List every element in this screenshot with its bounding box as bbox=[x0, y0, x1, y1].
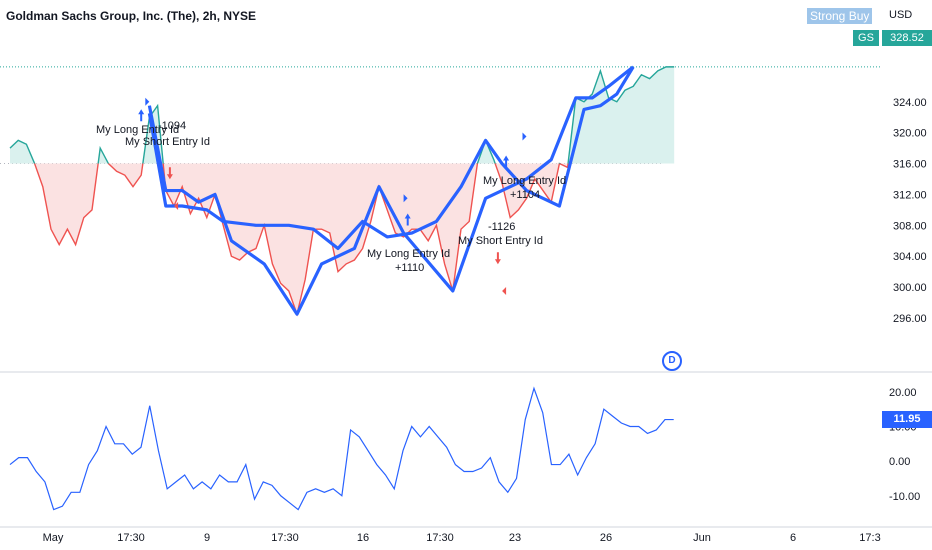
time-axis-tick: 6 bbox=[790, 532, 796, 544]
signal-triangle bbox=[502, 286, 507, 295]
zigzag-inner bbox=[147, 66, 635, 251]
time-axis-tick: 23 bbox=[509, 532, 521, 544]
currency-label: USD bbox=[889, 9, 913, 21]
long-entry-arrow bbox=[503, 155, 510, 168]
price-area-below bbox=[34, 163, 569, 315]
time-axis-tick: 26 bbox=[600, 532, 612, 544]
ticker-tag: GS bbox=[853, 30, 879, 46]
price-axis-tick: 316.00 bbox=[893, 159, 927, 171]
oscillator-line bbox=[9, 386, 674, 511]
time-axis-tick: 17:30 bbox=[271, 532, 299, 544]
oscillator-axis-tick: 20.00 bbox=[889, 387, 917, 399]
signal-triangle bbox=[403, 194, 408, 203]
time-axis-tick: 9 bbox=[204, 532, 210, 544]
oscillator-value-tag: 11.95 bbox=[882, 411, 932, 428]
price-axis-tick: 324.00 bbox=[893, 97, 927, 109]
signal-triangle bbox=[145, 97, 150, 106]
annotation-label: -1094 bbox=[158, 120, 186, 132]
price-area-above bbox=[10, 66, 675, 164]
signal-triangle bbox=[174, 202, 179, 211]
price-axis-tick: 308.00 bbox=[893, 220, 927, 232]
annotation-label: My Short Entry Id bbox=[125, 136, 210, 148]
time-axis-tick: Jun bbox=[693, 532, 711, 544]
price-axis-tick: 304.00 bbox=[893, 251, 927, 263]
time-axis-tick: 17:30 bbox=[426, 532, 454, 544]
annotation-label: +1104 bbox=[510, 189, 540, 201]
long-entry-arrow bbox=[404, 213, 411, 226]
dividend-event-icon[interactable]: D bbox=[662, 351, 682, 371]
annotation-label: +1110 bbox=[395, 262, 424, 274]
oscillator-axis-tick: -10.00 bbox=[889, 491, 920, 503]
time-axis-tick: 17:3 bbox=[859, 532, 880, 544]
last-price-tag: 328.52 bbox=[882, 30, 932, 46]
chart-title: Goldman Sachs Group, Inc. (The), 2h, NYS… bbox=[6, 9, 257, 23]
time-axis-tick: 17:30 bbox=[117, 532, 145, 544]
oscillator-axis-tick: 0.00 bbox=[889, 456, 910, 468]
time-axis-tick: 16 bbox=[357, 532, 369, 544]
annotation-label: My Long Entry Id bbox=[483, 175, 566, 187]
annotation-label: -1126 bbox=[488, 221, 515, 233]
price-line-below bbox=[33, 163, 569, 317]
price-axis-tick: 296.00 bbox=[893, 313, 927, 325]
short-entry-arrow bbox=[494, 252, 501, 265]
zigzag-outer bbox=[147, 65, 635, 316]
long-entry-arrow bbox=[138, 109, 145, 122]
price-axis-tick: 300.00 bbox=[893, 282, 927, 294]
price-axis-tick: 320.00 bbox=[893, 128, 927, 140]
short-entry-arrow bbox=[166, 167, 173, 180]
signal-triangle bbox=[522, 132, 527, 141]
annotation-label: My Long Entry Id bbox=[367, 248, 450, 260]
annotation-label: My Long Entry Id bbox=[96, 124, 179, 136]
price-axis-tick: 312.00 bbox=[893, 189, 927, 201]
annotation-label: My Short Entry Id bbox=[458, 235, 543, 247]
rating-badge[interactable]: Strong Buy bbox=[807, 8, 873, 24]
time-axis-tick: May bbox=[43, 532, 64, 544]
